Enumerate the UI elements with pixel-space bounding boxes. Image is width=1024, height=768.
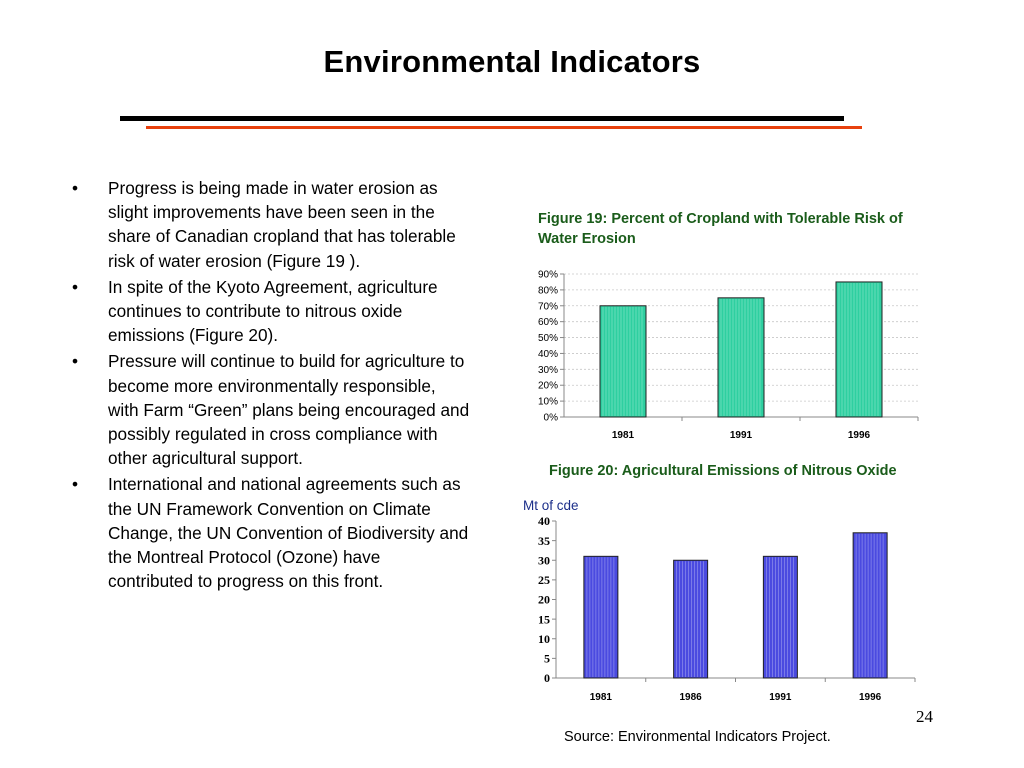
slide-title: Environmental Indicators <box>323 44 701 79</box>
bullet-item: • Pressure will continue to build for agr… <box>70 349 470 470</box>
bullet-marker: • <box>72 178 79 198</box>
bullet-text: In spite of the Kyoto Agreement, agricul… <box>108 276 438 346</box>
fig20-x-tick-label: 1986 <box>680 692 703 703</box>
fig19-x-tick-label: 1991 <box>730 430 753 441</box>
fig20-bar <box>852 532 888 679</box>
fig20-y-tick-label: 40 <box>538 514 550 528</box>
fig20-bar <box>673 559 709 679</box>
bullet-text: International and national agreements su… <box>108 474 469 592</box>
bullet-text: Progress is being made in water erosion … <box>108 178 456 271</box>
fig19-y-tick-label: 10% <box>538 397 558 408</box>
fig19-y-tick-label: 20% <box>538 381 558 392</box>
bullet-marker: • <box>72 474 79 495</box>
fig19-y-tick-label: 80% <box>538 285 558 296</box>
fig19-bar <box>835 281 883 418</box>
fig20-y-tick-label: 0 <box>544 671 550 685</box>
fig19-y-tick-label: 30% <box>538 365 558 376</box>
fig19-x-tick-label: 1981 <box>612 430 635 441</box>
fig20-x-tick-label: 1996 <box>859 692 882 703</box>
fig19-y-tick-label: 90% <box>538 270 558 281</box>
source-note: Source: Environmental Indicators Project… <box>564 729 831 745</box>
bullet-item: • Progress is being made in water erosion… <box>70 176 470 273</box>
fig19-bar <box>717 297 765 418</box>
bullet-item: • International and national agreements s… <box>70 472 470 593</box>
fig19-y-tick-label: 0% <box>544 413 559 424</box>
fig20-y-tick-label: 35 <box>538 534 550 548</box>
bullet-list: • Progress is being made in water erosion… <box>70 176 470 595</box>
fig20-y-tick-label: 5 <box>544 652 550 666</box>
bullet-text: Pressure will continue to build for agri… <box>108 351 470 469</box>
fig20-bar <box>762 555 798 679</box>
fig20-y-tick-label: 15 <box>538 612 550 626</box>
fig20-x-tick-label: 1991 <box>769 692 792 703</box>
title-rule-black <box>120 116 844 121</box>
bullet-item: • In spite of the Kyoto Agreement, agricu… <box>70 275 470 348</box>
fig19-y-tick-label: 50% <box>538 333 558 344</box>
bullet-marker: • <box>72 351 79 372</box>
fig20-y-tick-label: 20 <box>538 593 550 607</box>
figure-19-chart: 0% 10% 20% 30% 40% 50% 60% 70% 80% 90% 1981 1991 199… <box>538 270 919 441</box>
fig19-y-tick-label: 70% <box>538 301 558 312</box>
bullet-marker: • <box>72 276 79 297</box>
fig20-x-tick-label: 1981 <box>590 692 613 703</box>
fig19-y-tick-label: 40% <box>538 349 558 360</box>
title-rule-orange <box>146 126 862 129</box>
fig20-y-tick-label: 30 <box>538 553 550 567</box>
fig19-bar <box>599 305 647 418</box>
fig19-y-tick-label: 60% <box>538 317 558 328</box>
figure-20-chart: 0 5 10 15 20 25 30 35 40 1981 1986 1991 1996 <box>538 514 916 703</box>
figure-20-y-axis-label: Mt of cde <box>523 498 579 513</box>
fig20-y-tick-label: 25 <box>538 573 550 587</box>
page-number: 24 <box>916 707 933 726</box>
fig20-bar <box>583 555 619 679</box>
fig20-y-tick-label: 10 <box>538 632 550 646</box>
figure-20-title: Figure 20: Agricultural Emissions of Nit… <box>549 463 897 479</box>
fig19-x-tick-label: 1996 <box>848 430 871 441</box>
figure-19-title: Figure 19: Percent of Cropland with Tole… <box>538 211 903 247</box>
